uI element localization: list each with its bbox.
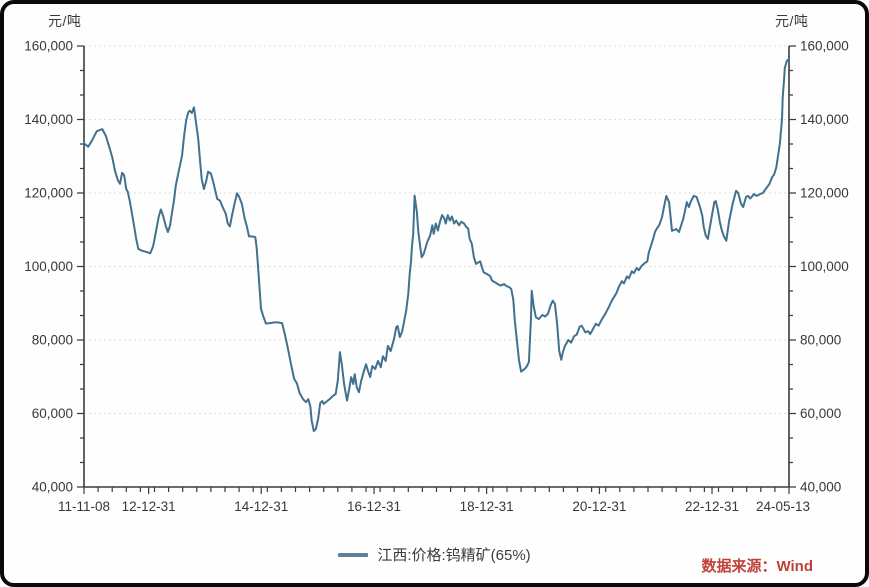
y-tick-label-left: 80,000: [32, 333, 73, 348]
x-tick-label: 14-12-31: [234, 499, 288, 514]
legend-line-swatch: [338, 552, 369, 557]
y-axis-title-right: 元/吨: [775, 13, 809, 29]
y-tick-label-left: 100,000: [24, 259, 73, 274]
x-tick-label: 12-12-31: [122, 499, 176, 514]
x-tick-label: 11-11-08: [58, 499, 110, 514]
y-tick-label-left: 140,000: [24, 112, 73, 127]
y-tick-label-left: 60,000: [32, 406, 73, 421]
y-tick-label-right: 120,000: [800, 186, 849, 201]
y-tick-label-right: 100,000: [800, 259, 849, 274]
x-tick-label: 20-12-31: [572, 499, 626, 514]
x-tick-label: 22-12-31: [685, 499, 739, 514]
y-axis-title-left: 元/吨: [48, 13, 82, 29]
y-tick-label-right: 80,000: [800, 333, 841, 348]
y-tick-label-right: 60,000: [800, 406, 841, 421]
y-tick-label-left: 40,000: [32, 480, 73, 495]
y-tick-label-right: 160,000: [800, 39, 849, 54]
chart-canvas: 40,000 40,000 60,000 60,000 80,000 80,000 100,…: [24, 39, 849, 515]
y-tick-label-right: 140,000: [800, 112, 849, 127]
price-line: [83, 57, 790, 433]
y-tick-label-left: 120,000: [24, 186, 73, 201]
x-tick-label: 24-05-13: [756, 499, 810, 514]
data-source: 数据来源：Wind: [701, 558, 813, 575]
legend-label: 江西:价格:钨精矿(65%): [377, 547, 531, 564]
y-tick-label-right: 40,000: [800, 480, 841, 495]
x-tick-label: 16-12-31: [347, 499, 401, 514]
x-tick-label: 18-12-31: [460, 499, 514, 514]
legend: 江西:价格:钨精矿(65%): [4, 544, 865, 565]
y-tick-label-left: 160,000: [24, 39, 73, 54]
tick-marks: [77, 45, 796, 494]
